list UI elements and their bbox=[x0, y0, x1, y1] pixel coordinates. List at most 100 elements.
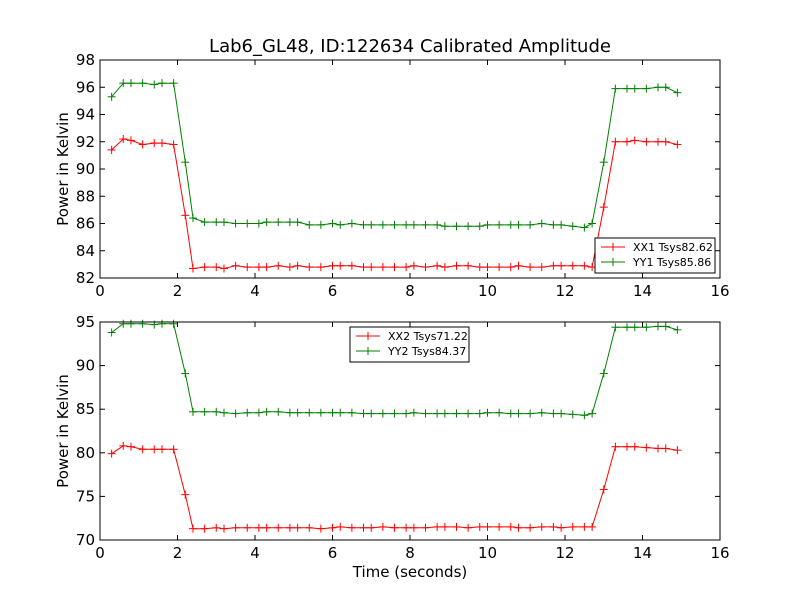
data-point bbox=[158, 445, 166, 454]
data-point bbox=[526, 220, 535, 229]
data-point bbox=[580, 522, 589, 531]
data-point bbox=[336, 522, 345, 531]
data-point bbox=[316, 524, 325, 533]
data-point bbox=[181, 211, 190, 220]
data-point bbox=[262, 218, 271, 227]
data-point bbox=[433, 522, 442, 531]
data-point bbox=[316, 263, 325, 272]
y-tick-label: 86 bbox=[76, 215, 95, 233]
data-point bbox=[293, 261, 302, 270]
data-point bbox=[402, 523, 411, 532]
data-point bbox=[328, 261, 337, 270]
data-point bbox=[107, 145, 116, 154]
data-point bbox=[119, 441, 128, 450]
data-point bbox=[661, 444, 670, 453]
x-tick-label: 2 bbox=[173, 544, 183, 562]
x-tick-label: 12 bbox=[555, 544, 574, 562]
data-point bbox=[506, 522, 515, 531]
data-point bbox=[367, 409, 376, 418]
data-point bbox=[654, 322, 662, 331]
data-point bbox=[138, 319, 147, 328]
data-point bbox=[421, 220, 430, 229]
x-tick-label: 14 bbox=[633, 544, 652, 562]
legend-label: XX2 Tsys71.22 bbox=[388, 330, 468, 343]
data-point bbox=[316, 408, 325, 417]
data-point bbox=[169, 79, 178, 88]
data-point bbox=[475, 409, 484, 418]
data-point bbox=[673, 446, 682, 455]
data-point bbox=[642, 84, 651, 93]
data-point bbox=[274, 261, 283, 270]
data-point bbox=[421, 263, 430, 272]
data-point bbox=[359, 220, 368, 229]
data-point bbox=[220, 408, 228, 417]
data-point bbox=[611, 137, 620, 146]
data-point bbox=[611, 442, 620, 451]
x-tick-label: 0 bbox=[95, 282, 105, 300]
data-point bbox=[293, 218, 302, 227]
data-point bbox=[231, 523, 240, 532]
data-point bbox=[293, 523, 302, 532]
data-point bbox=[673, 325, 682, 334]
data-point bbox=[623, 442, 631, 451]
data-point bbox=[150, 139, 159, 148]
data-point bbox=[390, 263, 399, 272]
data-point bbox=[526, 409, 535, 418]
data-point bbox=[181, 490, 190, 499]
data-point bbox=[328, 408, 337, 417]
data-point bbox=[409, 261, 418, 270]
data-point bbox=[378, 220, 387, 229]
data-point bbox=[537, 408, 546, 417]
data-point bbox=[452, 522, 461, 531]
data-point bbox=[452, 261, 461, 270]
data-point bbox=[440, 409, 449, 418]
data-point bbox=[189, 524, 197, 533]
y-tick-label: 82 bbox=[76, 269, 95, 287]
data-point bbox=[220, 264, 228, 273]
data-point bbox=[138, 140, 147, 149]
data-point bbox=[409, 408, 418, 417]
data-point bbox=[274, 407, 283, 416]
data-point bbox=[475, 222, 484, 231]
data-point bbox=[305, 220, 314, 229]
data-point bbox=[568, 410, 577, 419]
data-point bbox=[390, 220, 399, 229]
data-point bbox=[119, 79, 128, 88]
data-point bbox=[568, 261, 577, 270]
data-point bbox=[557, 409, 566, 418]
top-panel: 0 2 4 6 8 10 12 14 16 82 84 86 88 90 92 94 96 98 Power in … bbox=[54, 51, 730, 300]
y-tick-label: 90 bbox=[76, 160, 95, 178]
data-point bbox=[367, 263, 376, 272]
data-point bbox=[506, 409, 515, 418]
data-point bbox=[526, 523, 535, 532]
data-point bbox=[285, 523, 294, 532]
data-point bbox=[464, 261, 473, 270]
data-point bbox=[580, 223, 589, 232]
data-point bbox=[127, 79, 135, 88]
data-point bbox=[169, 140, 178, 149]
data-point bbox=[138, 445, 147, 454]
data-point bbox=[181, 369, 190, 378]
x-tick-label: 10 bbox=[478, 282, 497, 300]
data-point bbox=[181, 158, 190, 167]
data-point bbox=[359, 523, 368, 532]
data-point bbox=[537, 263, 546, 272]
legend: XX1 Tsys82.62 YY1 Tsys85.86 bbox=[594, 237, 716, 274]
data-point bbox=[433, 220, 442, 229]
data-point bbox=[630, 136, 639, 145]
data-point bbox=[433, 261, 442, 270]
data-point bbox=[378, 409, 387, 418]
bottom-panel: 0 2 4 6 8 10 12 14 16 70 75 80 85 90 95 Power in Kelvin… bbox=[54, 313, 730, 562]
x-tick-label: 0 bbox=[95, 544, 105, 562]
data-point bbox=[127, 136, 135, 145]
y-tick-label: 70 bbox=[76, 531, 95, 549]
data-point bbox=[506, 263, 515, 272]
data-point bbox=[506, 220, 515, 229]
data-point bbox=[483, 522, 492, 531]
x-tick-label: 6 bbox=[328, 282, 338, 300]
data-point bbox=[231, 219, 240, 228]
data-point bbox=[464, 409, 473, 418]
data-point bbox=[305, 408, 314, 417]
y-axis-label: Power in Kelvin bbox=[54, 374, 72, 488]
data-point bbox=[611, 323, 620, 332]
